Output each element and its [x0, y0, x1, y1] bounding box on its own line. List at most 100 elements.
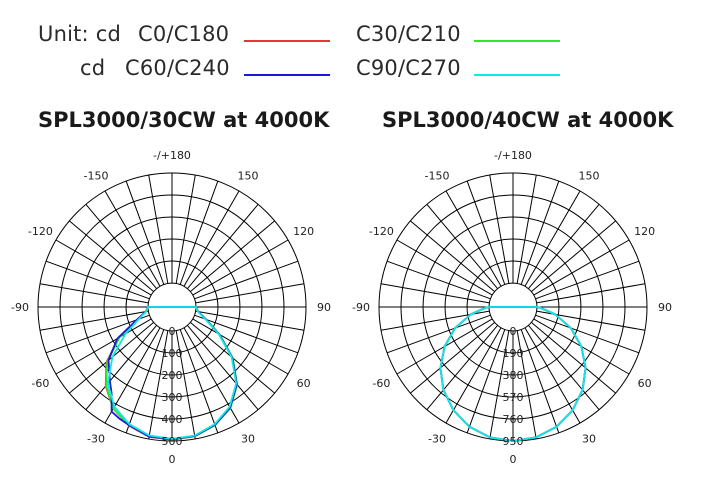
grid-spoke — [55, 239, 152, 296]
angle-label: 0 — [169, 453, 176, 466]
angle-label: -90 — [11, 301, 29, 314]
angle-label: 0 — [510, 453, 517, 466]
chart-title-left: SPL3000/30CW at 4000K — [38, 108, 330, 132]
grid-spoke — [85, 204, 158, 289]
grid-spoke — [186, 325, 259, 410]
legend-cd-label: cd — [80, 56, 106, 80]
grid-spoke — [524, 327, 581, 424]
grid-spoke — [183, 190, 240, 287]
angle-label: -150 — [425, 169, 450, 182]
legend-line-c90 — [474, 74, 560, 76]
angle-label: -30 — [428, 433, 446, 446]
grid-spoke — [426, 204, 499, 289]
radial-tick-label: 190 — [503, 347, 524, 360]
angle-label: 120 — [634, 225, 655, 238]
grid-spoke — [192, 318, 289, 375]
angle-label: 60 — [638, 377, 652, 390]
angle-label: -150 — [84, 169, 109, 182]
legend-label-c60: C60/C240 — [125, 56, 230, 80]
grid-spoke — [179, 180, 219, 285]
grid-spoke — [45, 314, 150, 354]
grid-spoke — [396, 239, 493, 296]
grid-spoke — [410, 220, 495, 293]
grid-spoke — [69, 220, 154, 293]
legend-line-c30 — [474, 40, 560, 42]
grid-spoke — [445, 327, 502, 424]
angle-label: 150 — [238, 169, 259, 182]
angle-label: 150 — [579, 169, 600, 182]
grid-spoke — [489, 330, 510, 440]
legend-line-c60 — [244, 74, 330, 76]
legend-label-c90: C90/C270 — [356, 56, 461, 80]
grid-spoke — [410, 321, 495, 394]
grid-spoke — [194, 314, 299, 354]
legend-label-c30: C30/C210 — [356, 22, 461, 46]
grid-spoke — [195, 283, 305, 304]
legend-unit-label: Unit: cd — [38, 22, 121, 46]
grid-spoke — [125, 180, 165, 285]
radial-tick-label: 0 — [510, 325, 517, 338]
grid-spoke — [445, 190, 502, 287]
radial-tick-label: 300 — [162, 391, 183, 404]
grid-spoke — [527, 204, 600, 289]
grid-spoke — [520, 180, 560, 285]
grid-spoke — [516, 174, 537, 284]
angle-label: -30 — [87, 433, 105, 446]
angle-label: -60 — [31, 377, 49, 390]
grid-spoke — [85, 325, 158, 410]
grid-spoke — [45, 260, 150, 300]
grid-spoke — [466, 329, 506, 434]
angle-label: -120 — [28, 225, 53, 238]
grid-spoke — [466, 180, 506, 285]
angle-label: 90 — [317, 301, 331, 314]
radial-tick-label: 0 — [169, 325, 176, 338]
radial-tick-label: 380 — [503, 369, 524, 382]
series-c90-c270 — [106, 306, 238, 440]
radial-tick-label: 200 — [162, 369, 183, 382]
radial-tick-label: 950 — [503, 435, 524, 448]
grid-spoke — [531, 321, 616, 394]
radial-tick-label: 500 — [162, 435, 183, 448]
grid-spoke — [386, 260, 491, 300]
grid-spoke — [533, 239, 630, 296]
grid-spoke — [55, 318, 152, 375]
grid-spoke — [148, 330, 169, 440]
grid-spoke — [179, 329, 219, 434]
grid-spoke — [527, 325, 600, 410]
grid-spoke — [516, 330, 537, 440]
grid-spoke — [536, 283, 646, 304]
grid-spoke — [39, 310, 149, 331]
radial-tick-label: 570 — [503, 391, 524, 404]
polar-chart-right: -/+180 150 120 90 60 30 0 -30 -60 -90 -120 -150 0 190… — [352, 149, 672, 466]
grid-spoke — [489, 174, 510, 284]
radial-tick-label: 400 — [162, 413, 183, 426]
polar-chart-left: -/+1801501209060300-30-60-90-120-1500100… — [11, 149, 331, 466]
series-c90-c270 — [439, 306, 587, 442]
grid-spoke — [186, 204, 259, 289]
grid-spoke — [531, 220, 616, 293]
grid-spoke — [426, 325, 499, 410]
grid-spoke — [195, 310, 305, 331]
legend-label-c0: C0/C180 — [138, 22, 230, 46]
angle-label: -60 — [372, 377, 390, 390]
grid-spoke — [39, 283, 149, 304]
legend-line-c0 — [244, 40, 330, 42]
grid-spoke — [524, 190, 581, 287]
grid-spoke — [535, 314, 640, 354]
radial-tick-label: 100 — [162, 347, 183, 360]
grid-spoke — [194, 260, 299, 300]
angle-label: -90 — [352, 301, 370, 314]
angle-label: 60 — [297, 377, 311, 390]
angle-label: 30 — [582, 433, 596, 446]
angle-label: 30 — [241, 433, 255, 446]
grid-spoke — [192, 239, 289, 296]
grid-spoke — [380, 283, 490, 304]
angle-label: -/+180 — [494, 149, 532, 162]
grid-spoke — [148, 174, 169, 284]
grid-spoke — [190, 220, 275, 293]
angle-label: -/+180 — [153, 149, 191, 162]
angle-label: 120 — [293, 225, 314, 238]
grid-spoke — [175, 330, 196, 440]
grid-spoke — [175, 174, 196, 284]
